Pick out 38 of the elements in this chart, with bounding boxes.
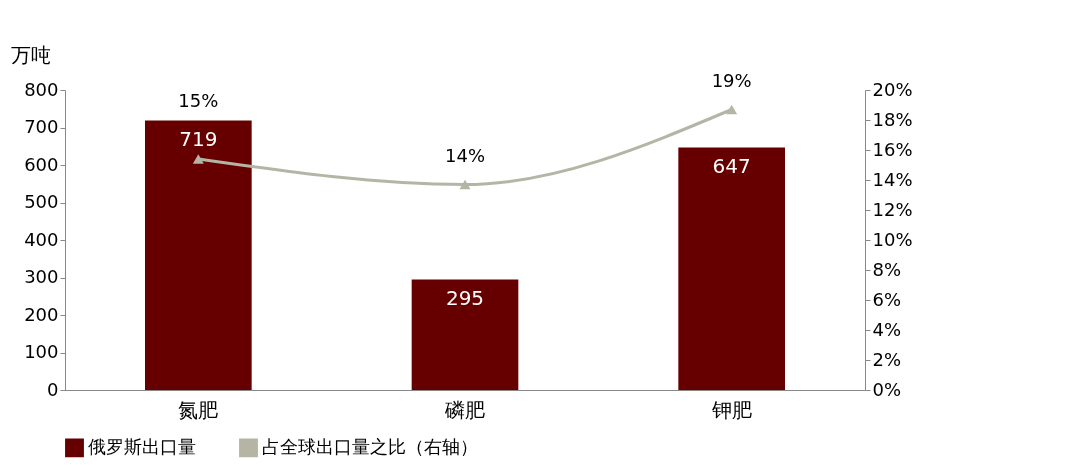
- point: [459, 179, 471, 190]
- y2-tick-label: 16%: [872, 138, 913, 160]
- y2-tick-label: 4%: [872, 318, 902, 340]
- data-label: 14%: [444, 144, 486, 166]
- y-tick-label: 700: [24, 116, 59, 137]
- point: [726, 104, 738, 115]
- y-tick-label: 500: [24, 191, 59, 212]
- data-label: 19%: [711, 69, 752, 91]
- bar: [145, 120, 252, 390]
- legend-label: 占全球出口量之比（右轴）: [262, 435, 478, 457]
- x-tick-label: 磷肥: [444, 397, 485, 422]
- bar: [678, 147, 785, 390]
- y-tick-label: 400: [24, 228, 59, 250]
- y2-tick-label: 18%: [872, 108, 913, 130]
- y-tick-label: 800: [24, 78, 59, 100]
- y-tick-label: 0: [47, 378, 59, 400]
- y-tick-label: 100: [24, 341, 59, 362]
- y-tick-label: 300: [24, 266, 59, 287]
- y2-tick-label: 20%: [872, 78, 913, 100]
- y2-tick-label: 10%: [872, 228, 913, 250]
- y2-tick-label: 0%: [872, 378, 902, 400]
- x-tick-label: 氮肥: [178, 397, 219, 422]
- bar: [411, 279, 519, 390]
- data-label: 15%: [178, 90, 219, 112]
- data-label: 647: [712, 154, 751, 179]
- y-axis-title: 万吨: [10, 42, 51, 67]
- legend-label: 俄罗斯出口量: [88, 435, 196, 457]
- y2-tick-label: 8%: [872, 258, 902, 280]
- point: [192, 154, 204, 164]
- y2-tick-label: 6%: [872, 288, 902, 310]
- y-tick-label: 600: [24, 153, 59, 175]
- y2-tick-label: 2%: [872, 348, 902, 370]
- data-label: 295: [445, 286, 485, 311]
- y2-tick-label: 14%: [872, 168, 913, 190]
- x-tick-label: 钾肥: [710, 397, 752, 422]
- y2-tick-label: 12%: [872, 198, 913, 220]
- y-tick-label: 200: [24, 303, 59, 325]
- data-label: 719: [179, 127, 218, 152]
